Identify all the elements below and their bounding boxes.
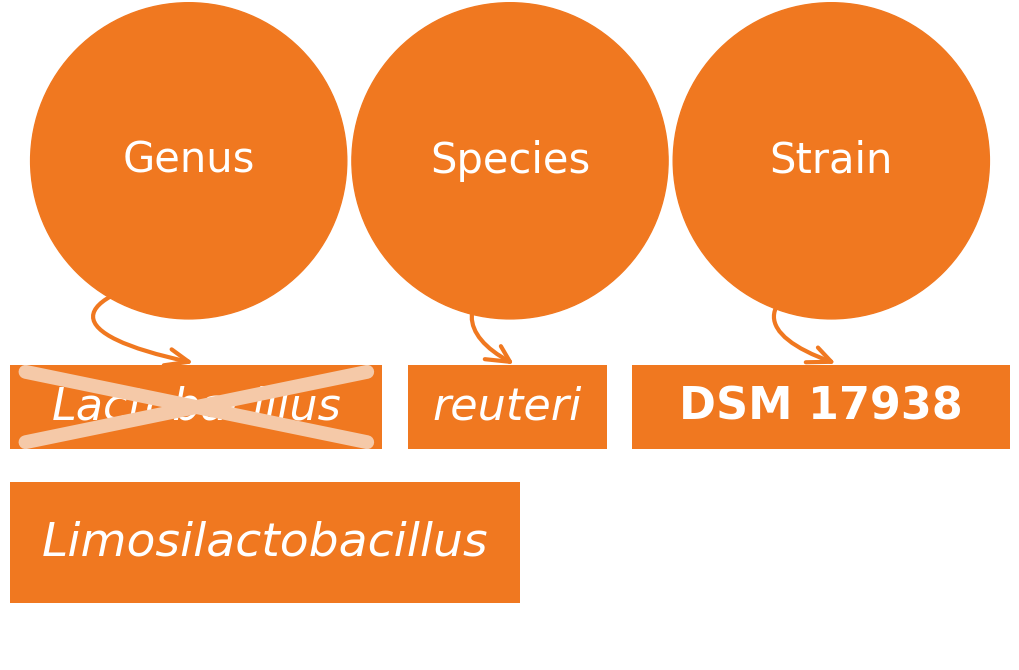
Text: DSM 17938: DSM 17938 — [679, 385, 962, 429]
FancyBboxPatch shape — [10, 482, 520, 603]
FancyBboxPatch shape — [632, 365, 1009, 449]
FancyBboxPatch shape — [408, 365, 606, 449]
Text: Species: Species — [429, 140, 590, 182]
Text: Limosilactobacillus: Limosilactobacillus — [42, 520, 488, 565]
Ellipse shape — [31, 3, 346, 319]
Ellipse shape — [673, 3, 988, 319]
Text: Strain: Strain — [769, 140, 892, 182]
Text: reuteri: reuteri — [432, 385, 582, 429]
Text: Genus: Genus — [122, 140, 255, 182]
Text: Lactobacillus: Lactobacillus — [51, 385, 341, 429]
Ellipse shape — [352, 3, 667, 319]
FancyBboxPatch shape — [10, 365, 382, 449]
